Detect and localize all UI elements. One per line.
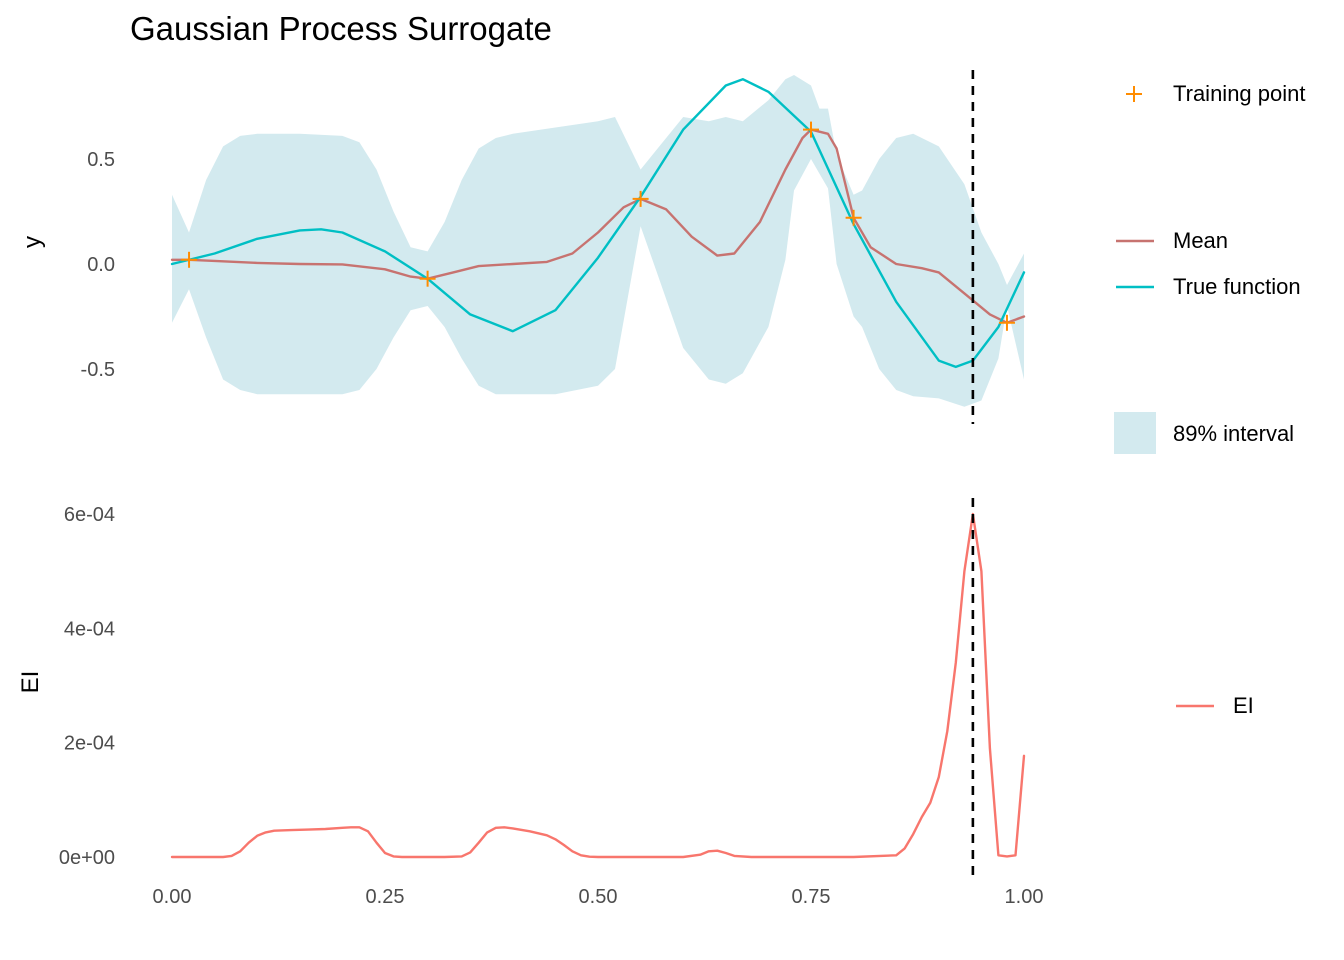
training-point <box>998 314 1015 331</box>
legend-label-true-function: True function <box>1173 274 1301 299</box>
training-point-key <box>1126 86 1142 102</box>
x-tick-label: 1.00 <box>1005 886 1044 908</box>
y-tick-label: 0.0 <box>87 254 115 276</box>
y-tick-label: 4e-04 <box>64 618 115 640</box>
y-tick-label: -0.5 <box>81 359 115 381</box>
legend-item-interval: 89% interval <box>1114 412 1294 454</box>
y-tick-label: 2e-04 <box>64 733 115 755</box>
x-tick-label: 0.00 <box>153 886 192 908</box>
legend: Training point Mean True function 89% in… <box>1114 81 1305 718</box>
legend-label-mean: Mean <box>1173 228 1228 253</box>
ei-panel: 0e+00 2e-04 4e-04 6e-04 0.00 0.25 0.50 0.75 1.00 <box>59 498 1044 908</box>
y-tick-label: 6e-04 <box>64 504 115 526</box>
legend-item-training-point: Training point <box>1126 81 1305 106</box>
interval-key <box>1114 412 1156 454</box>
chart-title: Gaussian Process Surrogate <box>130 10 552 47</box>
training-point <box>181 251 198 268</box>
x-tick-label: 0.75 <box>792 886 831 908</box>
legend-label-training-point: Training point <box>1173 81 1305 106</box>
interval-band <box>172 75 1024 407</box>
ei-line <box>170 512 1026 859</box>
x-tick-label: 0.25 <box>366 886 405 908</box>
training-point <box>632 190 649 207</box>
y-axis-title-bottom: EI <box>17 671 44 694</box>
legend-label-interval: 89% interval <box>1173 421 1294 446</box>
y-tick-label: 0.5 <box>87 149 115 171</box>
surrogate-panel: -0.5 0.0 0.5 <box>81 70 1026 424</box>
training-point <box>845 209 862 226</box>
legend-label-ei: EI <box>1233 693 1254 718</box>
y-axis-title-top: y <box>19 236 46 248</box>
legend-item-ei: EI <box>1176 693 1254 718</box>
legend-item-mean: Mean <box>1116 228 1228 253</box>
y-tick-label: 0e+00 <box>59 847 115 869</box>
legend-item-true-function: True function <box>1116 274 1301 299</box>
training-point <box>419 270 436 287</box>
x-tick-label: 0.50 <box>579 886 618 908</box>
training-point <box>803 121 819 138</box>
mean-line <box>170 128 1026 324</box>
